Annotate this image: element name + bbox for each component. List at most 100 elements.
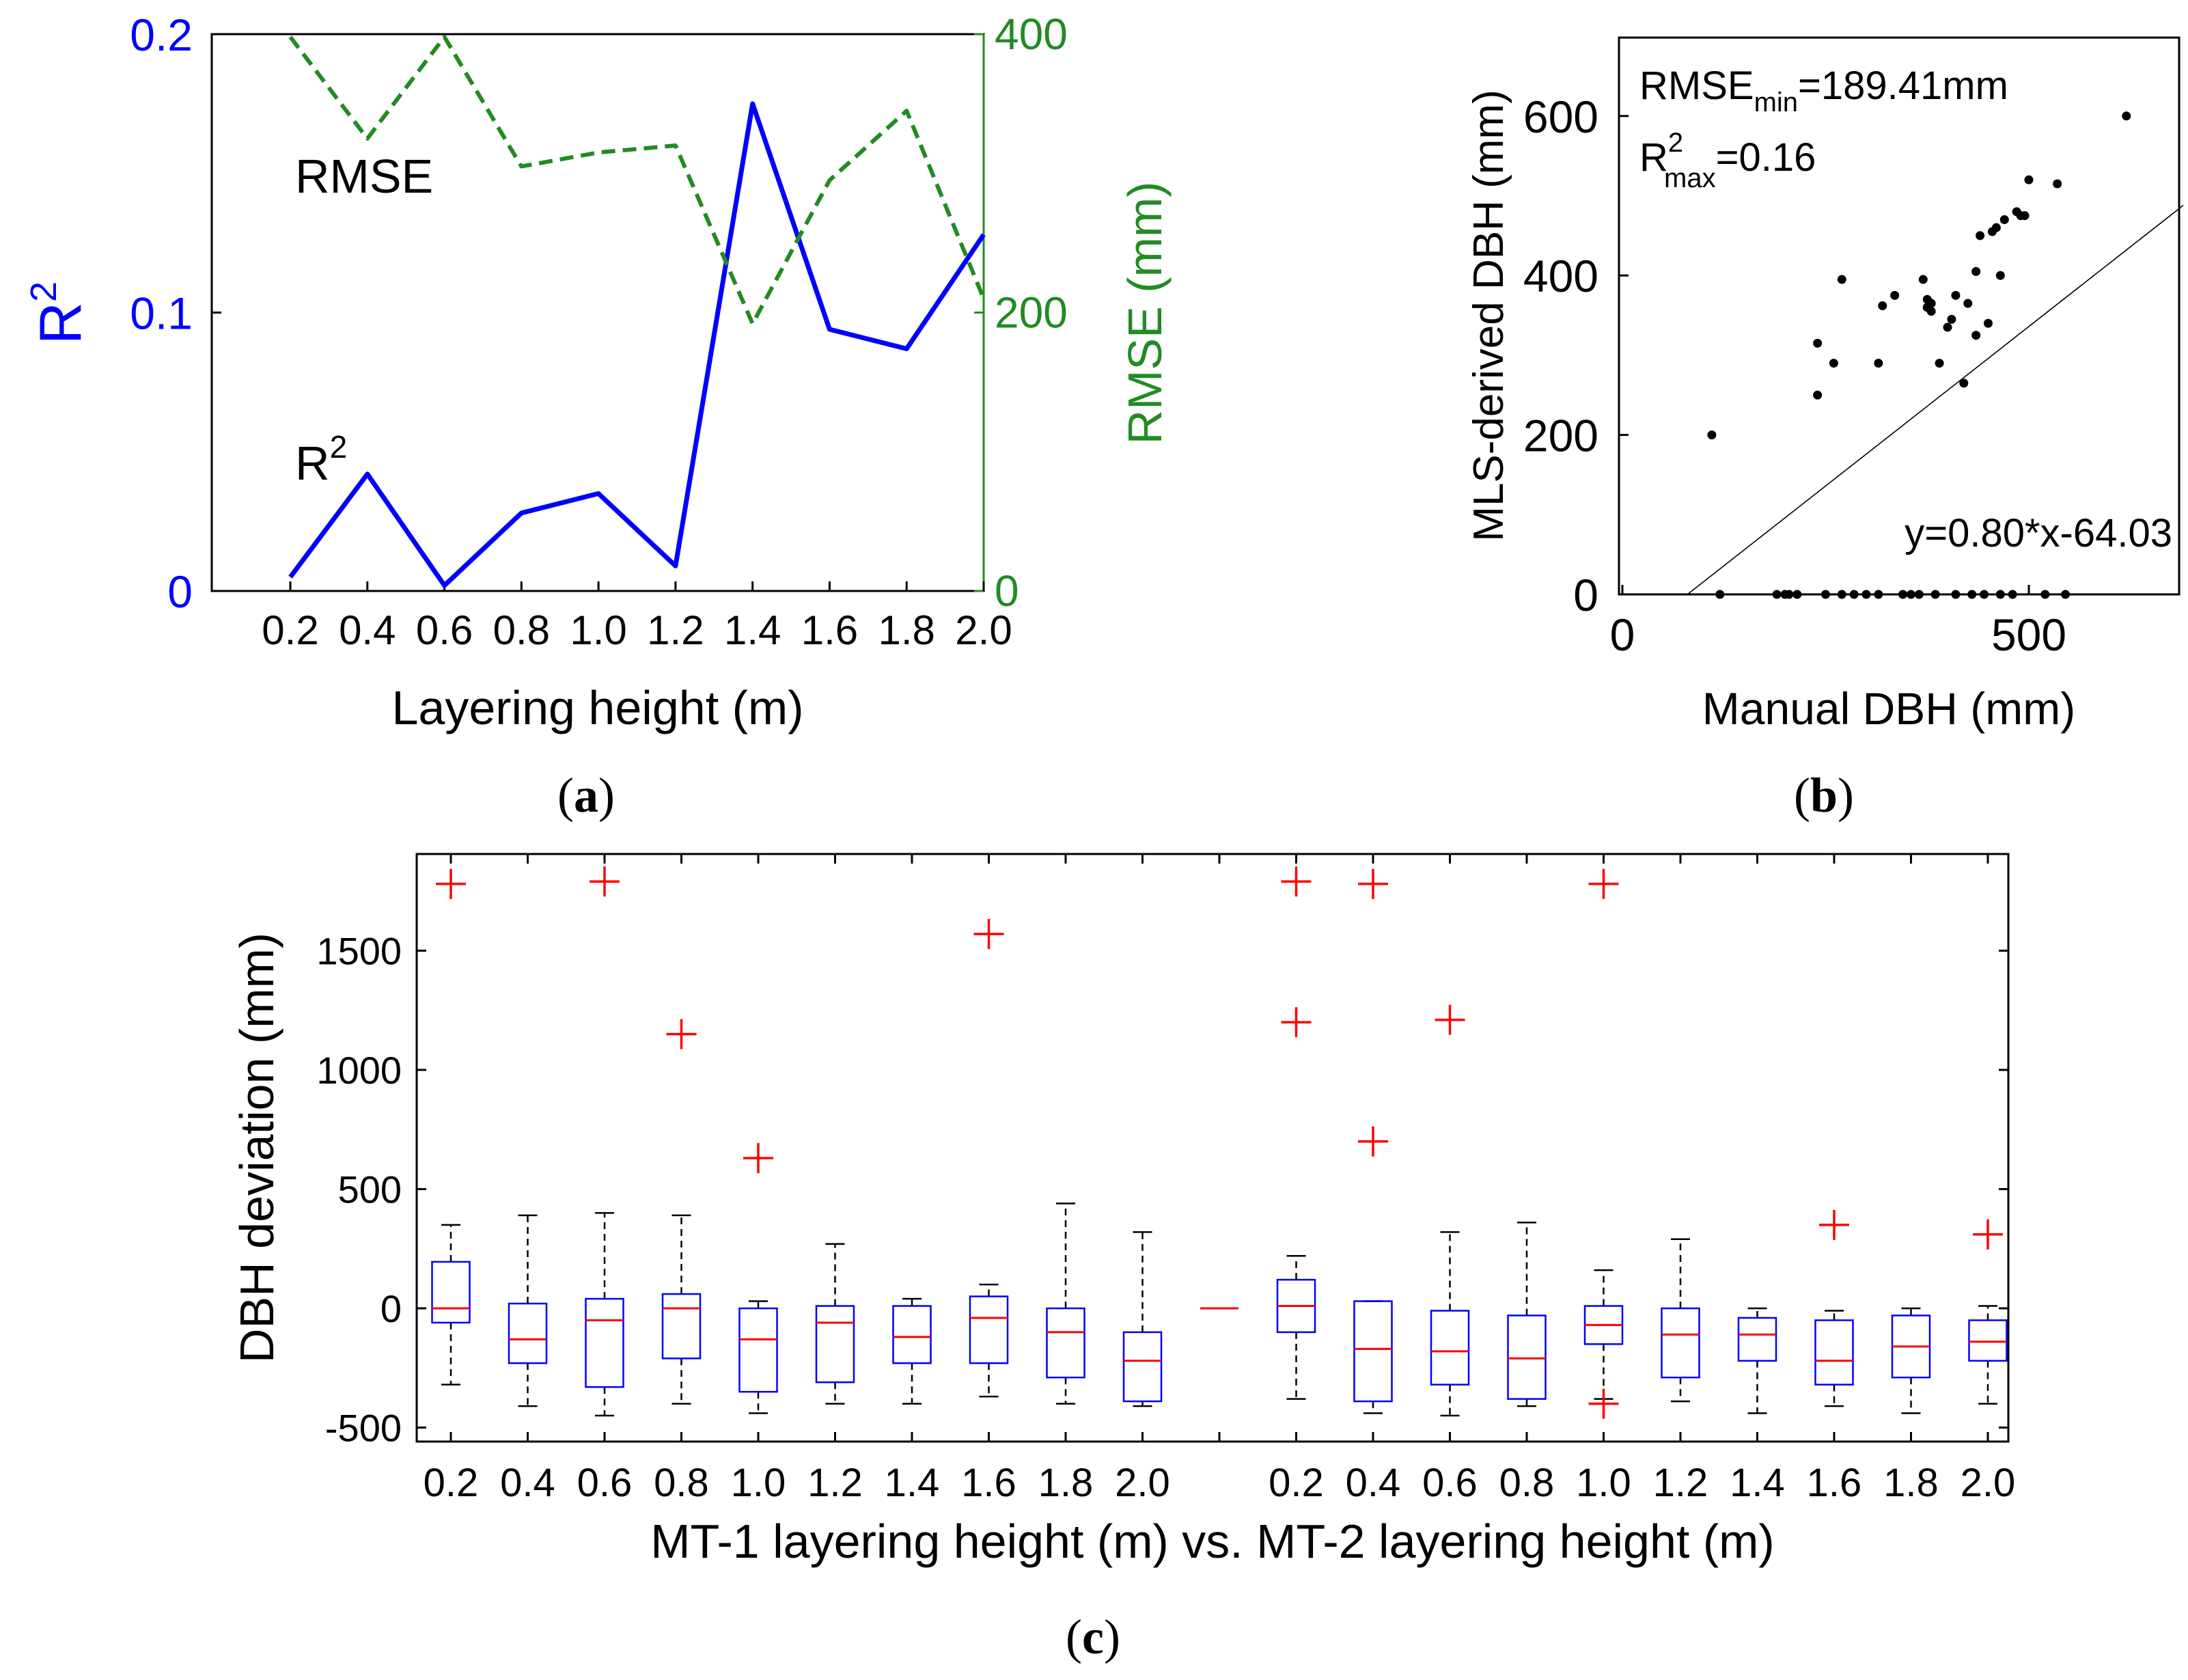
panel-c-y-tick-label: -500 [325,1407,402,1450]
panel-a-left-tick-label: 0.1 [130,288,193,339]
panel-b-data-point [2040,590,2050,599]
panel-b-data-point [1980,590,1989,599]
panel-b-stat-r2-sup: 2 [1668,128,1683,158]
panel-b-data-point [1943,322,1952,332]
panel-c-box [1737,1317,1777,1362]
panel-b-data-point [1890,290,1900,300]
panel-c-x-tick-label: 0.4 [1346,1461,1401,1505]
panel-c-caption-close: ) [1104,1610,1120,1664]
panel-c-y-tick-label: 1500 [316,930,402,973]
panel-b-y-tick-label: 600 [1523,92,1598,142]
panel-c-box [1046,1307,1085,1379]
panel-c-x-axis-ticks: 0.2 0.4 0.6 0.8 1.0 1.2 1.4 1.6 1.8 2.0 0.2 0.4 0.6 0… [424,854,2016,1505]
panel-b-data-point [1991,223,2001,232]
panel-c-x-tick-label: 1.4 [1730,1461,1785,1505]
panel-c-box [1353,1300,1393,1403]
panel-c-outlier [1588,1388,1619,1419]
panel-c-outlier [1973,1219,2003,1250]
panel-c-outlier [1819,1209,1849,1240]
panel-b-data-point [1821,590,1830,599]
panel-b-data-point [1914,590,1924,599]
panel-a-left-axis-label-sup: 2 [23,281,64,302]
panel-b-stat-r2-value: =0.16 [1716,135,1816,180]
panel-b-caption-letter: b [1810,768,1838,823]
panel-c-outlier [1358,868,1388,899]
panel-c-outlier [743,1143,773,1174]
panel-c-outlier [1281,1007,1312,1038]
panel-a-left-tick-label: 0.2 [130,10,193,60]
panel-a-x-tick-label: 0.6 [416,607,473,653]
panel-c-x-tick-label: 1.2 [1653,1461,1708,1505]
panel-c-box [1968,1319,2008,1362]
panel-a-caption: (a) [557,768,615,823]
panel-c-caption: (c) [1066,1610,1120,1664]
panel-b-data-point [1963,299,1973,308]
panel-a-x-axis-label: Layering height (m) [391,681,803,734]
panel-c-outlier [436,868,466,899]
panel-b-data-point [1995,271,2005,280]
panel-b-data-point [1874,590,1883,599]
panel-b-y-tick-label: 400 [1523,251,1598,301]
panel-b-data-point [1837,590,1846,599]
panel-b-x-axis-label: Manual DBH (mm) [1702,683,2075,734]
panel-a-x-tick-label: 2.0 [955,607,1012,653]
panel-c-outlier [666,1019,697,1049]
panel-b-data-point [1926,299,1936,308]
panel-b-fit-label: y=0.80*x-64.03 [1905,511,2172,555]
panel-c-x-tick-label: 1.8 [1038,1461,1094,1505]
panel-b-stat-r2-sub: max [1664,163,1716,193]
panel-c-x-tick-label: 2.0 [1115,1461,1170,1505]
panel-c-x-tick-label: 0.6 [577,1461,633,1505]
panel-c-x-tick-label: 1.6 [961,1461,1016,1505]
panel-a-left-tick-label: 0 [167,566,193,617]
panel-c-caption-letter: c [1082,1610,1104,1664]
panel-b-data-point [2122,111,2131,121]
panel-b-caption-open: ( [1794,768,1810,823]
panel-b-data-point [1926,307,1936,316]
panel-a-annotation-r2-base: R [295,437,330,490]
panel-b-data-point [1792,590,1802,599]
panel-a-right-axis-ticks: 0 200 400 [974,10,1068,616]
panel-b-y-axis-label: MLS-derived DBH (mm) [1465,89,1512,541]
panel-b-stat-rmse-base: RMSE [1639,64,1754,108]
panel-c-x-tick-label: 2.0 [1961,1461,2016,1505]
panel-b-stat-rmse-sub: min [1754,87,1798,118]
panel-a-x-tick-label: 1.6 [801,607,858,653]
panel-a-caption-close: ) [598,768,615,823]
panel-c-x-tick-label: 1.6 [1807,1461,1862,1505]
panel-c-y-axis-label: DBH deviation (mm) [230,933,283,1363]
panel-a-x-tick-label: 1.4 [724,607,781,653]
panel-a-left-axis-ticks: 0 0.1 0.2 [130,10,221,617]
panel-b-data-point [1878,301,1887,311]
panel-a-series-rmse [288,35,986,326]
panel-c-x-tick-label: 0.8 [1499,1461,1555,1505]
panel-b-stat-r2: R2 max=0.16 [1639,128,1816,193]
panel-b-data-point [1784,590,1794,599]
panel-c-box [1661,1307,1700,1379]
panel-b-data-point [1715,590,1725,599]
panel-a-x-tick-label: 1.8 [878,607,935,653]
panel-b-data-point [1707,430,1717,440]
panel-c-x-tick-label: 0.2 [424,1461,479,1505]
panel-b-fit [1687,204,2184,595]
panel-b-data-point [1874,359,1883,368]
panel-b-data-point [1995,590,2005,599]
panel-c: -500 0 500 1000 1500 0.2 0.4 0.6 0.8 1.0 1.2 1.4 1.… [230,853,2016,1664]
panel-b-data-point [1898,590,1908,599]
panel-a-series-r2 [288,101,986,588]
panel-c-y-tick-label: 1000 [316,1049,402,1092]
panel-b-caption: (b) [1794,768,1854,823]
panel-b-data-point [2053,179,2062,189]
panel-c-x-tick-label: 0.4 [500,1461,555,1505]
panel-b-data-point [2020,211,2030,221]
panel-c-box [1814,1319,1854,1386]
panel-b-x-tick-label: 0 [1610,609,1635,660]
panel-c-boxes [431,866,2008,1419]
panel-c-y-tick-label: 500 [338,1168,402,1211]
panel-a-right-tick-label: 200 [995,288,1068,338]
panel-c-outlier [1588,868,1619,899]
panel-a-x-tick-label: 0.4 [339,607,396,653]
panel-c-x-tick-label: 1.8 [1883,1461,1939,1505]
panel-a-annotation-r2: R2 [295,429,347,490]
panel-b-data-point [1999,215,2009,225]
